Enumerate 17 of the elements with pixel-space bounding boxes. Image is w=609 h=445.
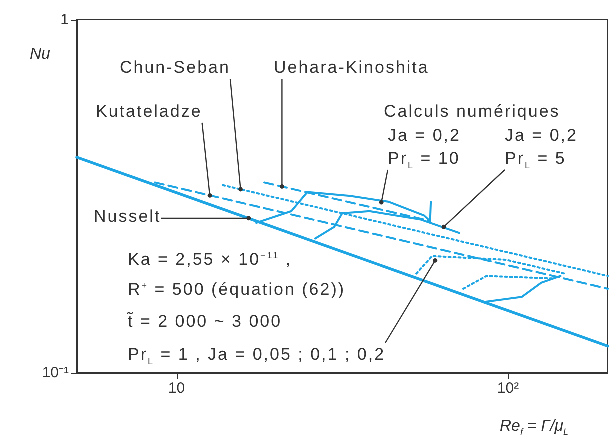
y-tick-label: 1	[60, 12, 69, 28]
annotation: Ka = 2,55 × 10$^{−11}$ ,	[128, 249, 292, 271]
x-tick-label: 10	[168, 380, 186, 397]
annotation: Ja = 0,2 Pr$_{L}$ = 10	[388, 125, 461, 170]
y-axis-title: Nu	[30, 46, 50, 64]
annotation: Chun-Seban	[120, 57, 230, 79]
x-axis-title: Re$_{f}$ = Γ/μ$_{L}$	[500, 418, 569, 438]
annotation: Kutateladze	[96, 101, 202, 123]
annotation: Uehara-Kinoshita	[274, 57, 430, 79]
y-tick-label: 10⁻¹	[42, 364, 69, 382]
annotation: Ja = 0,2 Pr$_{L}$ = 5	[505, 125, 578, 170]
annotation: Nusselt	[94, 206, 162, 228]
x-tick-label: 10²	[497, 380, 520, 397]
annotation: Pr$_{L}$ = 1 , Ja = 0,05 ; 0,1 ; 0,2	[128, 344, 386, 366]
annotation: t̃ = 2 000 ~ 3 000	[128, 311, 282, 333]
annotation: R$^{+}$ = 500 (équation (62))	[128, 279, 346, 301]
annotation: Calculs numériques	[384, 101, 560, 123]
